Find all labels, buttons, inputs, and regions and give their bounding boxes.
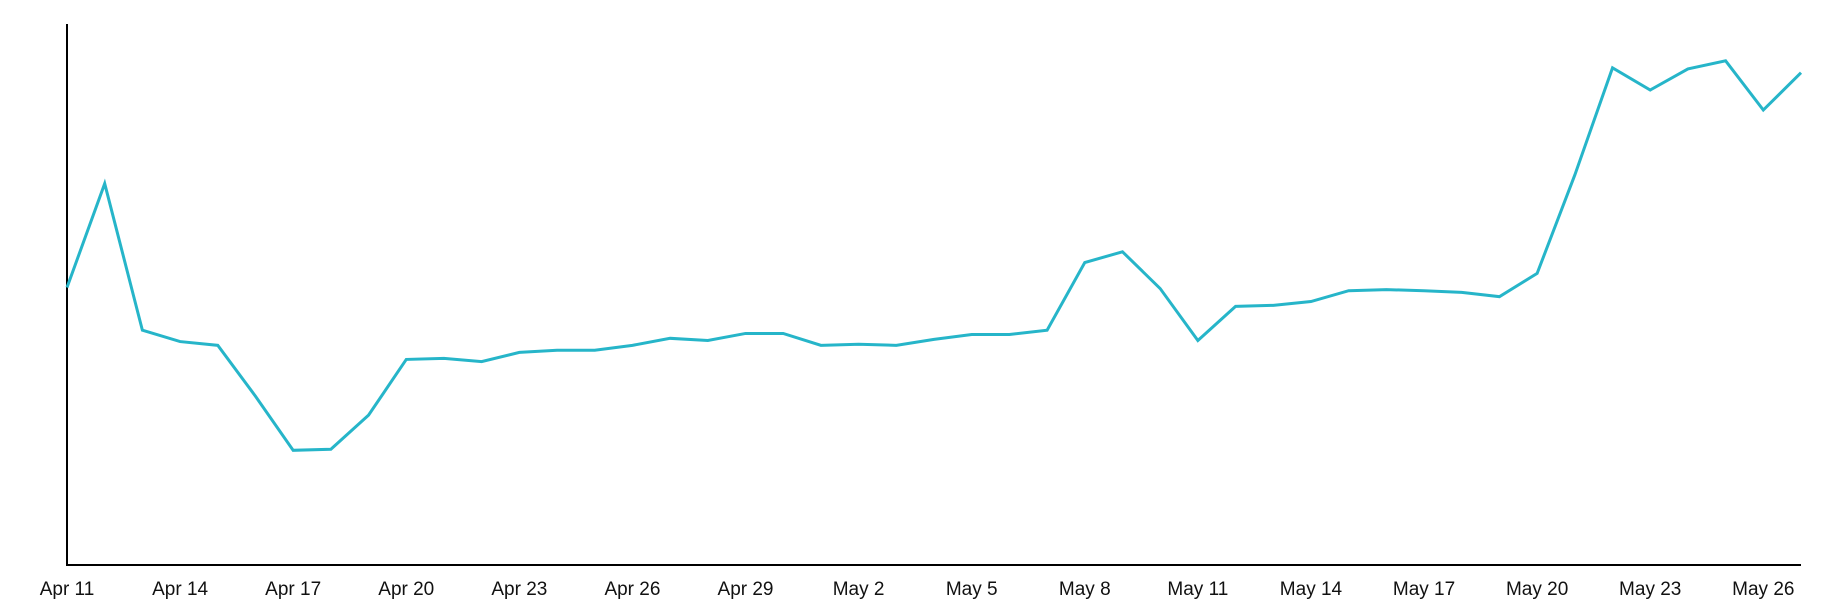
x-tick-label: Apr 11 <box>40 579 95 600</box>
x-tick-label: Apr 26 <box>604 579 660 600</box>
x-tick-label: Apr 29 <box>718 579 774 600</box>
x-tick-label: Apr 20 <box>378 579 434 600</box>
x-tick-label: May 26 <box>1732 579 1794 600</box>
data-line <box>65 59 1803 452</box>
x-tick-label: May 23 <box>1619 579 1681 600</box>
x-tick-label: May 2 <box>833 579 885 600</box>
x-tick-label: May 11 <box>1167 579 1228 600</box>
x-tick-label: May 20 <box>1506 579 1568 600</box>
x-tick-label: May 5 <box>946 579 998 600</box>
x-tick-label: Apr 17 <box>265 579 321 600</box>
x-tick-label: May 17 <box>1393 579 1455 600</box>
x-tick-label: May 8 <box>1059 579 1111 600</box>
x-tick-label: Apr 14 <box>152 579 208 600</box>
x-tick-label: Apr 23 <box>491 579 547 600</box>
x-tick-label: May 14 <box>1280 579 1343 600</box>
